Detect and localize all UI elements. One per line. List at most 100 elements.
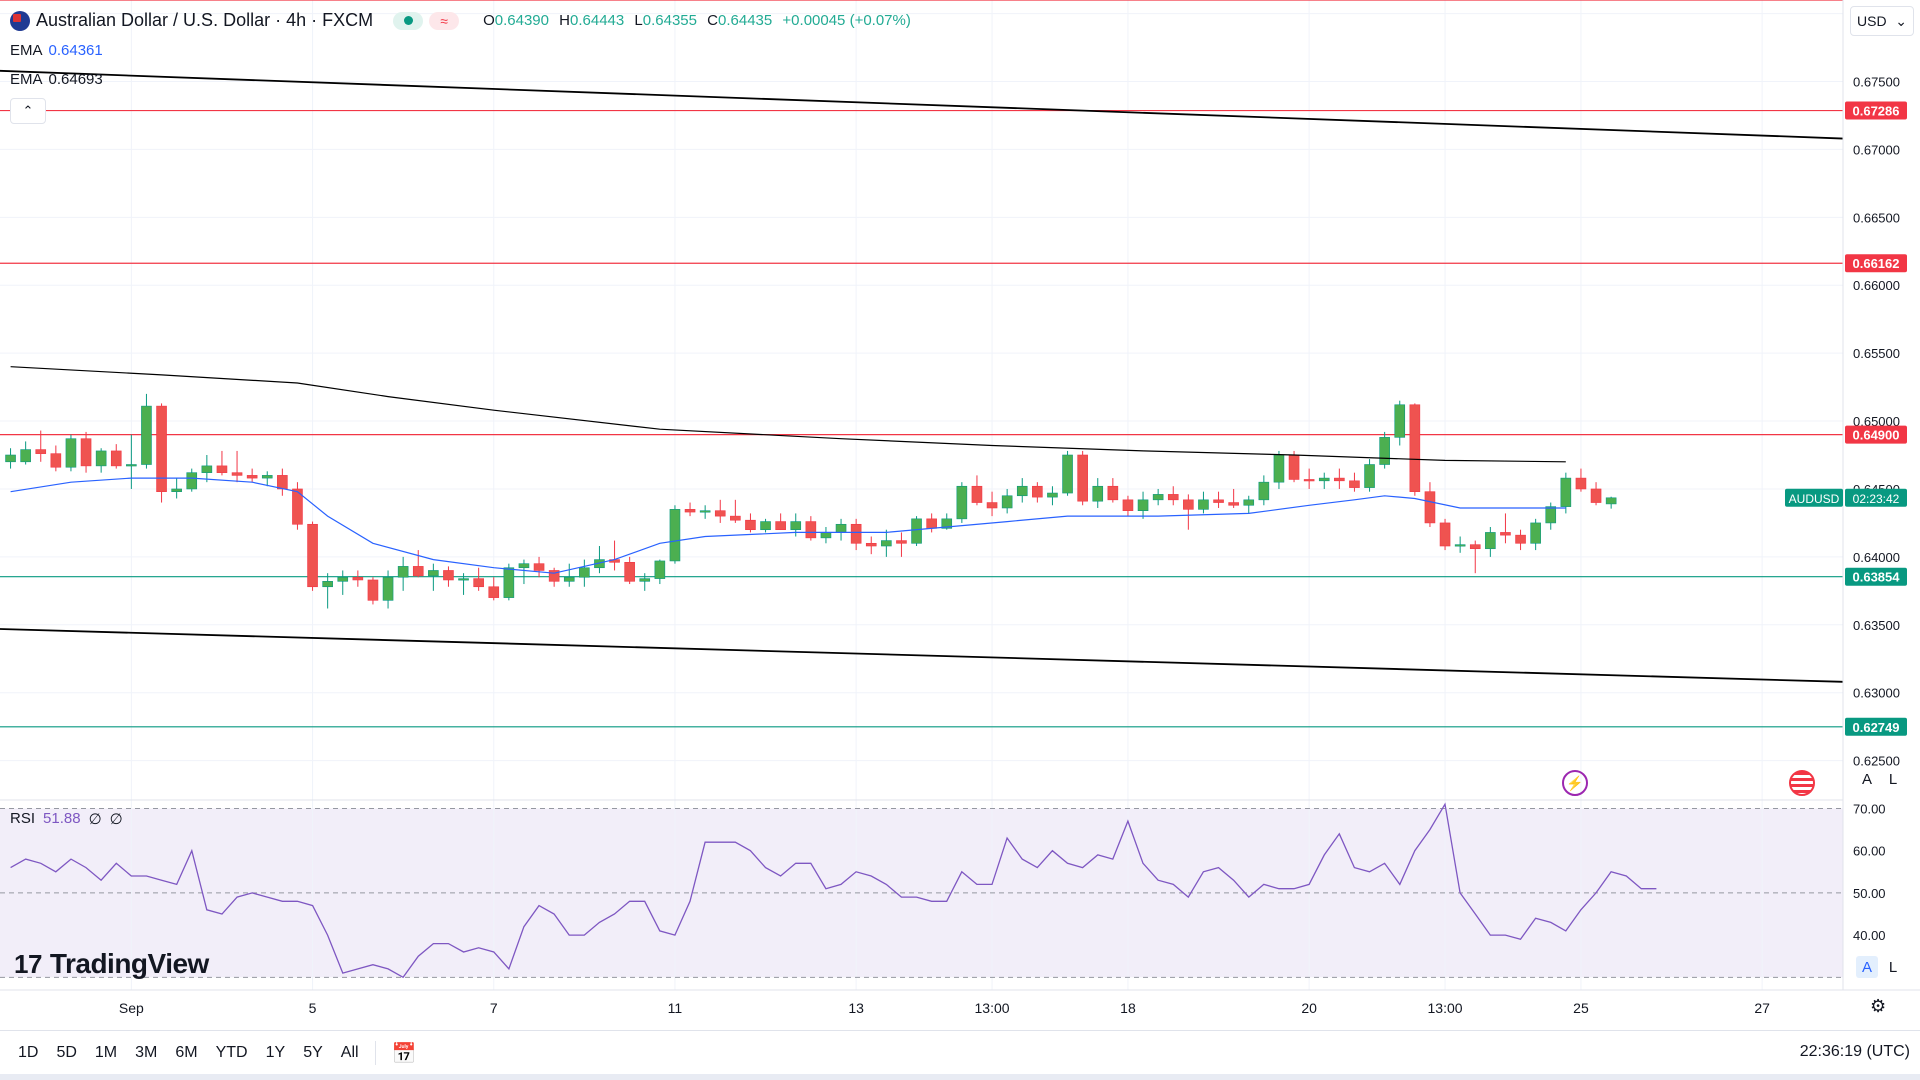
candle-body (156, 405, 167, 492)
time-tick-label: 20 (1301, 1000, 1317, 1016)
candle-body (1334, 477, 1345, 482)
timeframe-1y[interactable]: 1Y (265, 1044, 286, 1061)
market-open-icon[interactable] (393, 11, 424, 30)
ema-fast-legend[interactable]: EMA 0.64361 (10, 42, 103, 59)
chevron-down-icon: ⌄ (1895, 12, 1907, 29)
time-axis[interactable]: Sep 5 7 11 13 13:00 18 20 13:00 25 27 (119, 1000, 1770, 1016)
candle-body (518, 563, 530, 569)
trend-line-lower-channel (0, 628, 1844, 683)
timeframe-ytd[interactable]: YTD (215, 1044, 248, 1061)
open-label: O (483, 12, 495, 29)
candle-body (246, 475, 258, 479)
price-chart[interactable]: 0.680000.675000.670000.665000.660000.655… (0, 0, 1920, 1030)
candle-body (1137, 499, 1149, 511)
candle-body (1349, 480, 1360, 488)
candle-body (865, 542, 877, 547)
rsi-extra-2: ∅ (109, 811, 123, 828)
timeframe-1d[interactable]: 1D (18, 1044, 39, 1061)
candle-body (986, 502, 998, 509)
time-tick-label: 7 (490, 1000, 498, 1016)
candle-body (473, 578, 484, 588)
price-tick-label: 0.65500 (1853, 346, 1900, 361)
candle-body (1394, 404, 1406, 438)
candle-body (110, 450, 122, 467)
timeframe-3m[interactable]: 3M (135, 1044, 158, 1061)
log-scale-button[interactable]: L (1888, 770, 1898, 788)
rsi-tick-label: 60.00 (1853, 844, 1886, 859)
us-flag-icon[interactable] (1789, 770, 1815, 796)
calendar-icon[interactable]: 📅 (391, 1042, 417, 1065)
timeframe-5y[interactable]: 5Y (303, 1044, 323, 1061)
toolbar-divider (374, 1041, 376, 1065)
rsi-auto-scale-button[interactable]: A (1856, 956, 1878, 978)
symbol-legend[interactable]: Australian Dollar / U.S. Dollar · 4h · F… (10, 10, 917, 31)
candle-body (956, 485, 968, 520)
currency-select[interactable]: USD ⌄ (1850, 6, 1914, 36)
symbol-tag-label: AUDUSD (1789, 492, 1840, 506)
timeframe-all[interactable]: All (340, 1044, 359, 1061)
ema-slow-legend[interactable]: EMA 0.64693 (10, 71, 103, 88)
data-delay-icon[interactable]: ≈ (429, 11, 460, 30)
candle-body (292, 488, 303, 525)
candle-body (1047, 492, 1058, 498)
candle-body (1213, 499, 1224, 503)
time-tick-label: 25 (1573, 1000, 1589, 1016)
open-value: 0.64390 (494, 12, 549, 29)
candle-body (1560, 477, 1572, 507)
candle-body (503, 567, 515, 598)
currency-value: USD (1857, 13, 1887, 29)
candle-body (775, 521, 786, 531)
candle-body (850, 523, 862, 544)
candle-body (790, 521, 802, 531)
auto-scale-button[interactable]: A (1861, 770, 1872, 788)
high-label: H (559, 12, 571, 29)
candle-body (1318, 477, 1330, 482)
candle-body (322, 581, 333, 588)
ema-lines (10, 366, 1566, 574)
ema-fast-value: 0.64361 (48, 42, 103, 59)
candle-body (1469, 544, 1481, 550)
rsi-line (10, 802, 1657, 979)
candle-body (35, 449, 47, 454)
utc-clock[interactable]: 22:36:19 (UTC) (1799, 1043, 1910, 1060)
bottom-strip (0, 1074, 1920, 1080)
candle-body (563, 576, 575, 582)
price-tick-label: 0.64000 (1853, 550, 1900, 565)
candle-body (835, 523, 847, 533)
collapse-legend-button[interactable]: ⌃ (10, 98, 46, 124)
candle-body (367, 579, 379, 601)
rsi-legend[interactable]: RSI 51.88 ∅ ∅ (10, 810, 123, 828)
settings-gear-icon[interactable]: ⚙ (1870, 996, 1887, 1016)
tradingview-logo[interactable]: 17 TradingView (14, 948, 209, 980)
candle-body (1515, 534, 1526, 544)
time-tick-label: 13:00 (975, 1000, 1010, 1016)
candle-body (579, 567, 590, 578)
countdown-tag-label: 02:23:42 (1853, 492, 1900, 506)
au-flag-icon (10, 10, 30, 31)
lightning-icon[interactable]: ⚡ (1562, 770, 1588, 796)
candle-body (714, 510, 726, 517)
candle-body (1273, 454, 1285, 483)
rsi-extra-1: ∅ (88, 811, 102, 828)
timeframe-5d[interactable]: 5D (56, 1044, 77, 1061)
level-tag (1845, 567, 1907, 586)
candle-body (669, 509, 681, 562)
level-tag-label: 0.66162 (1853, 256, 1900, 271)
candle-body (80, 438, 92, 467)
time-tick-label: 5 (309, 1000, 317, 1016)
candle-body (1409, 404, 1421, 492)
close-value: 0.64435 (718, 12, 773, 29)
trend-lines (0, 69, 1844, 683)
candle-body (141, 405, 152, 465)
candle-body (20, 449, 31, 463)
symbol-title[interactable]: Australian Dollar / U.S. Dollar · 4h · F… (36, 10, 374, 30)
timeframe-1m[interactable]: 1M (94, 1044, 118, 1061)
candle-body (1575, 477, 1587, 490)
rsi-log-scale-button[interactable]: L (1888, 958, 1898, 976)
candle-body (488, 586, 500, 598)
close-label: C (707, 12, 719, 29)
level-tag (1845, 425, 1907, 444)
tradingview-wordmark: TradingView (49, 948, 209, 979)
timeframe-6m[interactable]: 6M (175, 1044, 198, 1061)
candle-body (1107, 485, 1119, 501)
